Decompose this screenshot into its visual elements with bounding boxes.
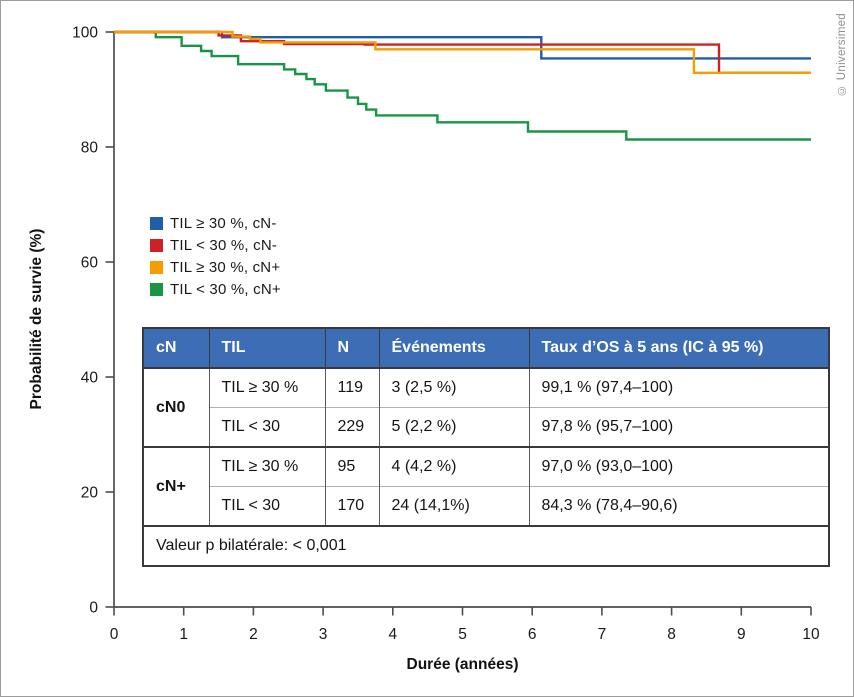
cell-til: TIL ≥ 30 %	[208, 367, 325, 408]
legend-swatch	[150, 238, 163, 252]
legend-label: TIL ≥ 30 %, cN+	[170, 258, 281, 276]
y-tick-label: 60	[81, 255, 99, 272]
legend-label: TIL ≥ 30 %, cN-	[170, 214, 277, 232]
y-tick-label: 40	[81, 370, 99, 387]
cell-os: 97,8 % (95,7–100)	[528, 407, 829, 447]
x-tick-label: 9	[737, 626, 746, 643]
legend-swatch	[150, 282, 163, 296]
cell-til: TIL ≥ 30 %	[208, 446, 325, 487]
y-tick-label: 20	[81, 485, 99, 502]
cell-cn-group: cN+	[142, 446, 209, 526]
x-axis-title: Durée (années)	[407, 656, 519, 673]
cell-n: 229	[324, 407, 379, 447]
x-tick-label: 3	[319, 626, 328, 643]
survival-curve-4	[114, 30, 811, 141]
table-row: TIL < 30 229 5 (2,2 %) 97,8 % (95,7–100)	[143, 407, 829, 447]
x-tick-label: 0	[110, 626, 119, 643]
y-tick-label: 100	[72, 25, 98, 42]
cell-n: 119	[324, 367, 379, 408]
cell-events: 24 (14,1%)	[378, 486, 529, 526]
copyright-note: © Universimed	[836, 13, 848, 97]
cell-til: TIL < 30	[208, 486, 325, 526]
p-value-row: Valeur p bilatérale: < 0,001	[142, 525, 829, 566]
cell-cn-group: cN0	[142, 367, 209, 447]
legend-label: TIL < 30 %, cN+	[170, 280, 281, 298]
col-header-os: Taux d’OS à 5 ans (IC à 95 %)	[528, 327, 830, 369]
legend-item: TIL < 30 %, cN+	[150, 278, 281, 300]
table-row: TIL < 30 170 24 (14,1%) 84,3 % (78,4–90,…	[143, 486, 829, 526]
col-header-til: TIL	[208, 327, 326, 369]
survival-curve-3	[114, 30, 811, 74]
x-tick-label: 4	[388, 626, 397, 643]
legend-swatch	[150, 260, 163, 274]
x-tick-label: 2	[249, 626, 258, 643]
y-tick-label: 0	[89, 600, 98, 617]
legend-swatch	[150, 216, 163, 230]
x-tick-label: 7	[598, 626, 607, 643]
x-tick-label: 8	[667, 626, 676, 643]
x-tick-label: 10	[802, 626, 820, 643]
cell-os: 99,1 % (97,4–100)	[528, 367, 829, 408]
y-axis-title: Probabilité de survie (%)	[28, 229, 45, 410]
col-header-events: Événements	[378, 327, 530, 369]
p-value-note: Valeur p bilatérale: < 0,001	[142, 525, 829, 566]
x-tick-label: 5	[458, 626, 467, 643]
x-tick-label: 6	[528, 626, 537, 643]
table-header-row: cN TIL N Événements Taux d’OS à 5 ans (I…	[142, 327, 830, 369]
cell-n: 95	[324, 446, 379, 487]
legend-item: TIL ≥ 30 %, cN-	[150, 212, 281, 234]
legend-label: TIL < 30 %, cN-	[170, 236, 278, 254]
cell-n: 170	[324, 486, 379, 526]
cell-os: 84,3 % (78,4–90,6)	[528, 486, 829, 526]
cell-events: 3 (2,5 %)	[378, 367, 529, 408]
col-header-n: N	[324, 327, 380, 369]
table-row: cN0 TIL ≥ 30 % 119 3 (2,5 %) 99,1 % (97,…	[142, 367, 829, 447]
cell-events: 5 (2,2 %)	[378, 407, 529, 447]
legend-item: TIL < 30 %, cN-	[150, 234, 281, 256]
col-header-cn: cN	[142, 327, 210, 369]
cell-til: TIL < 30	[208, 407, 325, 447]
legend-item: TIL ≥ 30 %, cN+	[150, 256, 281, 278]
cell-os: 97,0 % (93,0–100)	[528, 446, 829, 487]
table-row: cN+ TIL ≥ 30 % 95 4 (4,2 %) 97,0 % (93,0…	[142, 446, 829, 526]
x-tick-label: 1	[179, 626, 188, 643]
summary-table: cN TIL N Événements Taux d’OS à 5 ans (I…	[142, 327, 830, 567]
cell-events: 4 (4,2 %)	[378, 446, 529, 487]
y-tick-label: 80	[81, 140, 99, 157]
legend: TIL ≥ 30 %, cN- TIL < 30 %, cN- TIL ≥ 30 %…	[150, 212, 281, 300]
